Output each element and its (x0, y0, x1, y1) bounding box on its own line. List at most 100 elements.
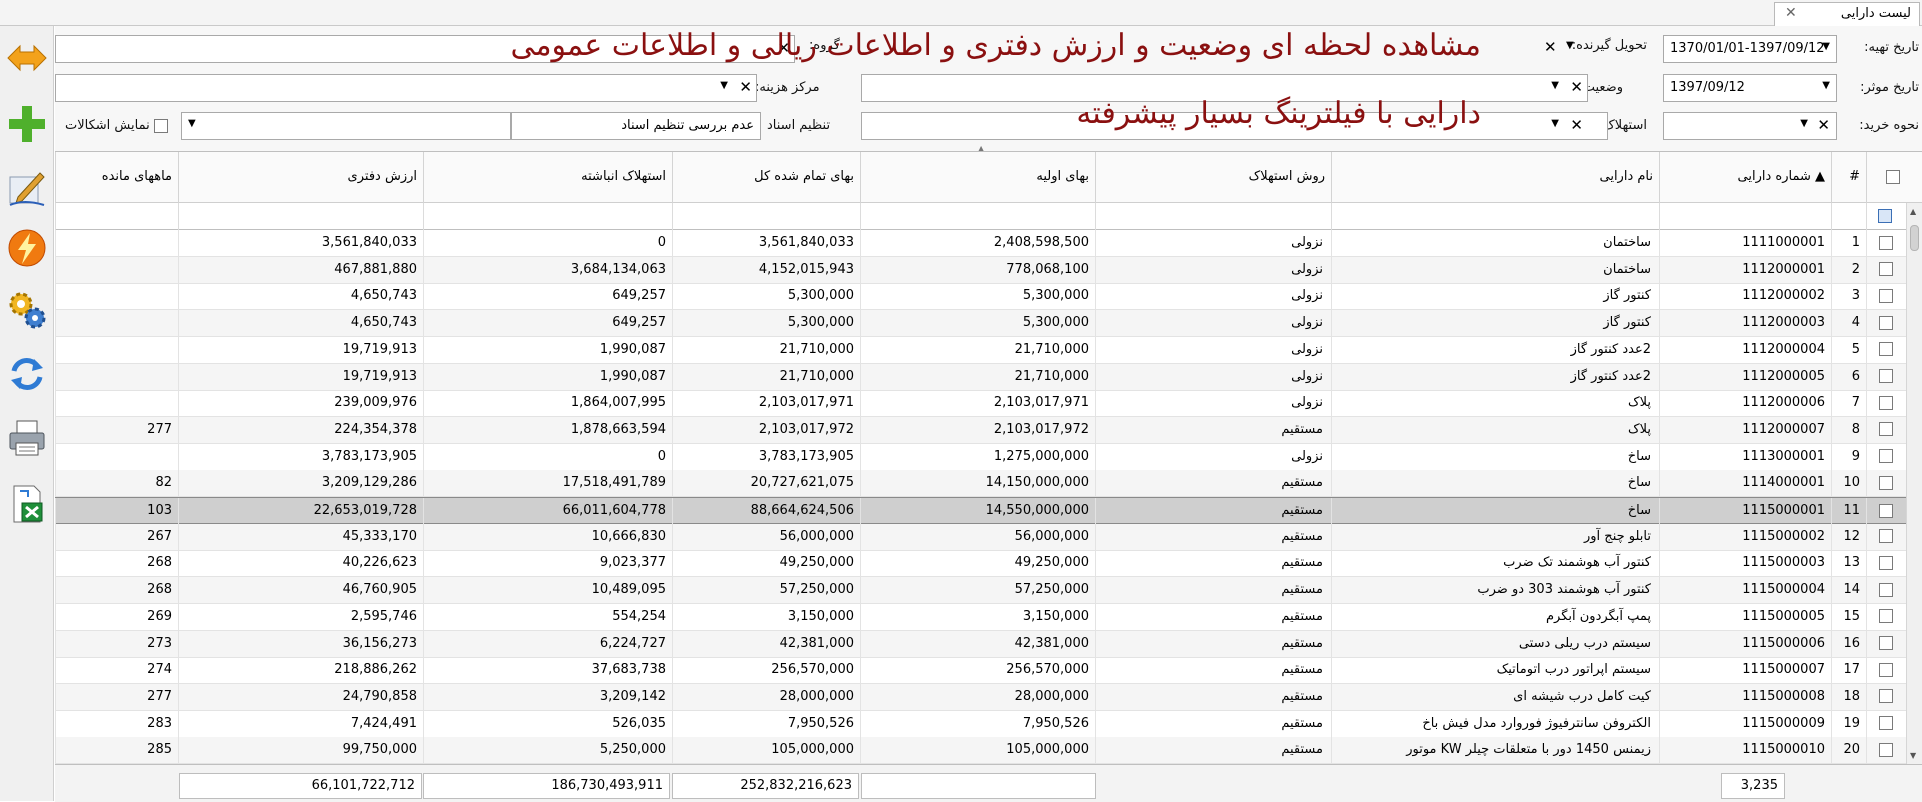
show-issues-option[interactable]: نمایش اشکالات (65, 118, 168, 133)
filter-cell[interactable] (1831, 203, 1866, 230)
vertical-scrollbar[interactable]: ▲ ▼ (1906, 203, 1922, 764)
row-checkbox[interactable] (1866, 390, 1906, 417)
effective-date-field[interactable]: 1397/09/12 ▼ (1663, 74, 1837, 102)
table-row[interactable]: 3 1112000002 کنتور گاز نزولی 5,300,000 5,300,… (55, 283, 1922, 311)
clear-icon[interactable]: ✕ (777, 39, 790, 57)
header-dep-method[interactable]: روش استهلاک (1095, 152, 1331, 203)
table-row[interactable]: 19 1115000009 الکتروفن سانترفیوژ فوروارد م… (55, 710, 1922, 738)
filter-cell[interactable] (55, 203, 178, 230)
filter-cell[interactable] (672, 203, 860, 230)
header-row-no[interactable]: # (1831, 152, 1866, 203)
row-checkbox[interactable] (1866, 256, 1906, 283)
table-row[interactable]: 4 1112000003 کنتور گاز نزولی 5,300,000 5,300,… (55, 310, 1922, 338)
row-checkbox[interactable] (1866, 523, 1906, 550)
depreciation-field[interactable]: ✕ ▼ (861, 112, 1608, 140)
table-row[interactable]: 10 1114000001 ساخ مستقیم 14,150,000,000 20,72… (55, 470, 1922, 498)
row-checkbox[interactable] (1866, 470, 1906, 497)
table-row[interactable]: 9 1113000001 ساخ نزولی 1,275,000,000 3,783,17… (55, 443, 1922, 471)
splitter-handle[interactable]: ▲ (978, 144, 985, 153)
table-row[interactable]: 12 1115000002 تابلو چنج آور مستقیم 56,000,00… (55, 523, 1922, 551)
row-checkbox[interactable] (1866, 550, 1906, 577)
row-checkbox[interactable] (1866, 630, 1906, 657)
filter-cell[interactable] (860, 203, 1095, 230)
refresh-button[interactable] (5, 352, 49, 396)
header-select-all[interactable] (1866, 152, 1906, 203)
docs-dropdown[interactable]: ▼ (181, 112, 511, 140)
clear-icon[interactable]: ✕ (1544, 38, 1557, 56)
show-issues-checkbox[interactable] (153, 118, 168, 133)
tab-asset-list[interactable]: لیست دارایی ✕ (1774, 2, 1920, 26)
clear-icon[interactable]: ✕ (739, 78, 752, 96)
row-checkbox[interactable] (1866, 443, 1906, 470)
row-checkbox[interactable] (1866, 310, 1906, 337)
chevron-down-icon[interactable]: ▼ (1566, 40, 1574, 51)
header-book-value[interactable]: ارزش دفتری (178, 152, 423, 203)
row-checkbox[interactable] (1866, 283, 1906, 310)
table-row[interactable]: 13 1115000003 کنتور آب هوشمند تک ضرب مستقیم… (55, 550, 1922, 578)
table-row[interactable]: 2 1112000001 ساختمان نزولی 778,068,100 4,152,… (55, 256, 1922, 284)
clear-icon[interactable]: ✕ (1570, 78, 1583, 96)
edit-button[interactable] (5, 166, 49, 210)
row-checkbox[interactable] (1866, 577, 1906, 604)
scroll-down-icon[interactable]: ▼ (1910, 751, 1917, 760)
group-field[interactable]: ✕ (55, 35, 795, 63)
row-checkbox[interactable] (1866, 416, 1906, 443)
chevron-down-icon[interactable]: ▼ (720, 80, 728, 91)
row-checkbox[interactable] (1866, 230, 1906, 256)
filter-cell[interactable] (1659, 203, 1831, 230)
clear-icon[interactable]: ✕ (1570, 116, 1583, 134)
header-asset-no[interactable]: ▲ شماره دارایی (1659, 152, 1831, 203)
close-icon[interactable]: ✕ (1785, 5, 1797, 21)
table-row[interactable]: 8 1112000007 پلاک مستقیم 2,103,017,972 2,103,… (55, 416, 1922, 444)
flash-button[interactable] (5, 226, 49, 270)
filter-cell[interactable] (1095, 203, 1331, 230)
chevron-down-icon[interactable]: ▼ (1822, 41, 1830, 52)
table-row[interactable]: 1 1111000001 ساختمان نزولی 2,408,598,500 3,56… (55, 230, 1922, 257)
table-row[interactable]: 7 1112000006 پلاک نزولی 2,103,017,971 2,103,0… (55, 390, 1922, 418)
chevron-down-icon[interactable]: ▼ (1822, 80, 1830, 91)
table-row[interactable]: 14 1115000004 کنتور آب هوشمند 303 دو ضرب مس… (55, 577, 1922, 605)
filter-cell[interactable] (1331, 203, 1659, 230)
add-button[interactable] (5, 102, 49, 146)
row-checkbox[interactable] (1866, 657, 1906, 684)
row-checkbox[interactable] (1866, 498, 1906, 524)
header-asset-name[interactable]: نام دارایی (1331, 152, 1659, 203)
chevron-down-icon[interactable]: ▼ (1551, 118, 1559, 129)
header-months-left[interactable]: ماههای مانده (55, 152, 178, 203)
table-row[interactable]: 17 1115000007 سیستم اپراتور درب اتوماتیک مس… (55, 657, 1922, 685)
cost-center-field[interactable]: ✕ ▼ (55, 74, 757, 102)
row-checkbox[interactable] (1866, 363, 1906, 390)
navigate-button[interactable] (5, 36, 49, 80)
prep-date-field[interactable]: 1370/01/01-1397/09/12 ▼ (1663, 35, 1837, 63)
clear-icon[interactable]: ✕ (1817, 116, 1830, 134)
export-excel-button[interactable] (5, 482, 49, 526)
chevron-down-icon[interactable]: ▼ (188, 118, 196, 129)
row-checkbox[interactable] (1866, 603, 1906, 630)
filter-cell[interactable] (423, 203, 672, 230)
table-row[interactable]: 15 1115000005 پمپ آبگردون آبگرم مستقیم 3,150… (55, 603, 1922, 631)
receiver-controls[interactable]: ✕ ▼ (1540, 35, 1584, 63)
table-row[interactable]: 20 1115000010 زیمنس 1450 دور با متعلقات چی… (55, 737, 1922, 765)
row-checkbox[interactable] (1866, 336, 1906, 363)
docs-field[interactable]: عدم بررسی تنظیم اسناد (511, 112, 761, 140)
chevron-down-icon[interactable]: ▼ (1800, 118, 1808, 129)
filter-cell[interactable] (178, 203, 423, 230)
row-checkbox[interactable] (1866, 737, 1906, 764)
table-row[interactable]: 18 1115000008 کیت کامل درب شیشه ای مستقیم 28… (55, 683, 1922, 711)
print-button[interactable] (5, 416, 49, 460)
status-field[interactable]: ✕ ▼ (861, 74, 1588, 102)
table-row[interactable]: 6 1112000005 2عدد کنتور گاز نزولی 21,710,000… (55, 363, 1922, 391)
header-initial-price[interactable]: بهای اولیه (860, 152, 1095, 203)
scroll-up-icon[interactable]: ▲ (1910, 207, 1917, 216)
table-row[interactable]: 16 1115000006 سیستم درب ریلی دستی مستقیم 42,… (55, 630, 1922, 658)
settings-button[interactable] (5, 288, 49, 332)
filter-row-toggle[interactable] (1866, 203, 1906, 230)
row-checkbox[interactable] (1866, 683, 1906, 710)
table-row[interactable]: 11 1115000001 ساخ مستقیم 14,550,000,000 88,66… (55, 497, 1922, 524)
scrollbar-thumb[interactable] (1910, 225, 1919, 251)
purchase-type-field[interactable]: ✕ ▼ (1663, 112, 1837, 140)
row-checkbox[interactable] (1866, 710, 1906, 737)
header-total-cost[interactable]: بهای تمام شده کل (672, 152, 860, 203)
table-row[interactable]: 5 1112000004 2عدد کنتور گاز نزولی 21,710,000… (55, 336, 1922, 364)
chevron-down-icon[interactable]: ▼ (1551, 80, 1559, 91)
